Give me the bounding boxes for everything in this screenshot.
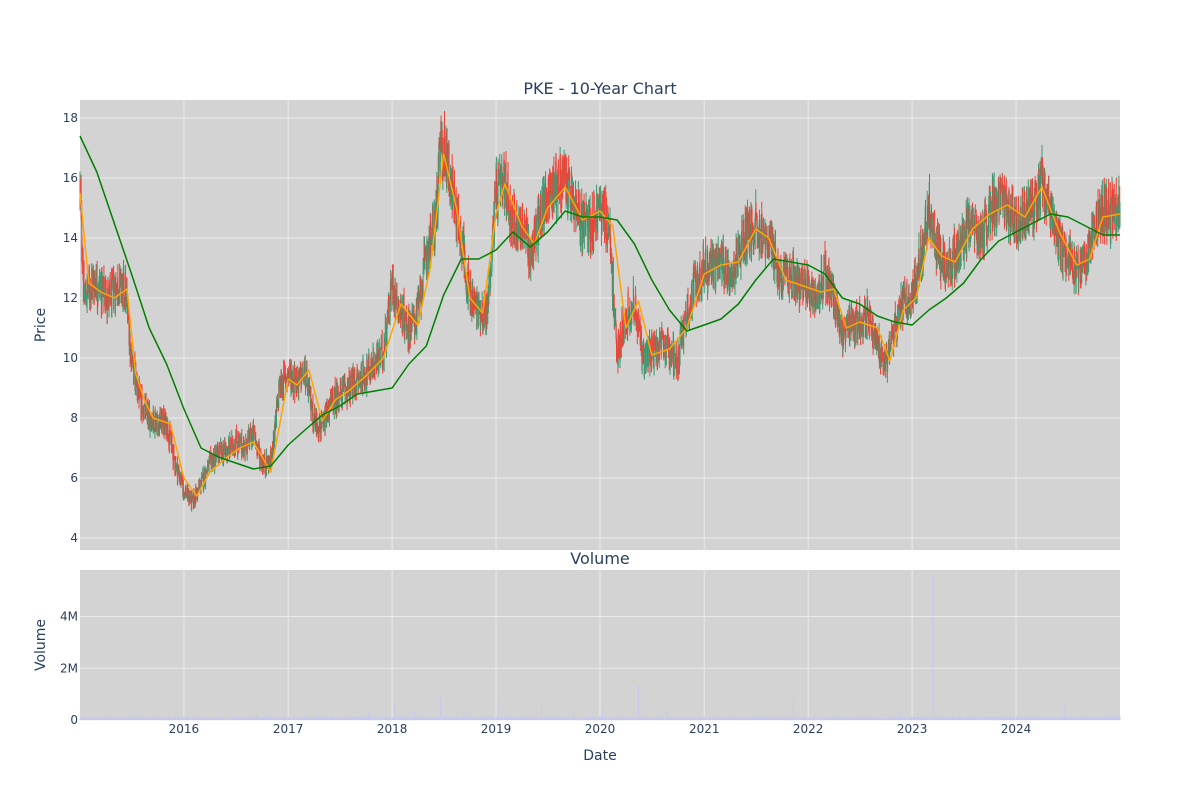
price-chart-title: PKE - 10-Year Chart: [523, 79, 676, 98]
price-y-tick-label: 18: [63, 111, 78, 125]
price-y-tick-label: 10: [63, 351, 78, 365]
price-y-tick-label: 4: [70, 531, 78, 545]
price-y-axis-label: Price: [33, 308, 49, 342]
price-y-tick-label: 14: [63, 231, 78, 245]
price-y-tick-label: 6: [70, 471, 78, 485]
price-y-ticks: 4 6 8 10 12 14 16 18: [63, 111, 78, 545]
price-y-tick-label: 8: [70, 411, 78, 425]
price-y-tick-label: 16: [63, 171, 78, 185]
price-panel: 4 6 8 10 12 14 16 18 PKE - 10-Year Chart Price: [33, 79, 1120, 550]
price-y-tick-label: 12: [63, 291, 78, 305]
